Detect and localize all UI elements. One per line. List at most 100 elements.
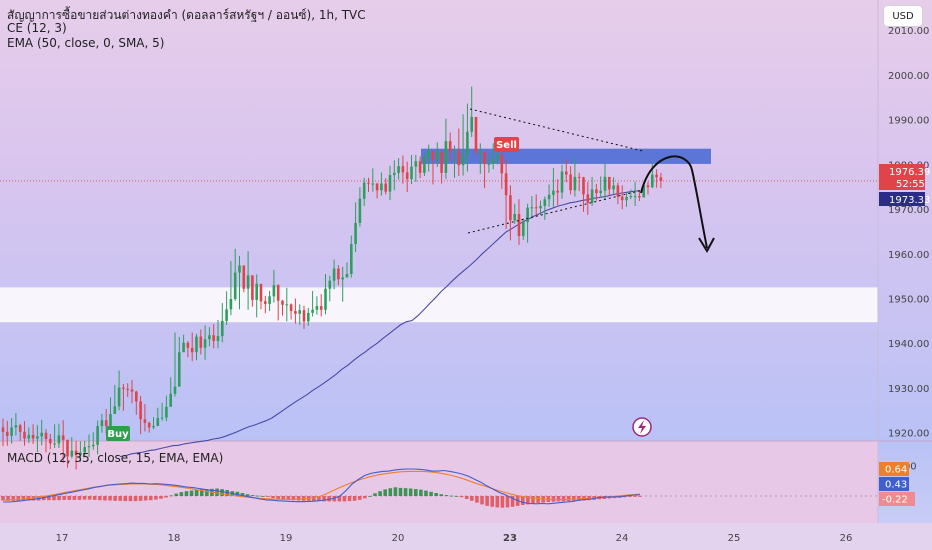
forecast-arrow-head (698, 237, 715, 254)
candle-body (582, 177, 585, 195)
candle-body (620, 196, 624, 201)
candle-body (208, 335, 211, 340)
candle (130, 379, 134, 404)
candle-body (57, 435, 61, 444)
buy-label: Buy (107, 429, 129, 440)
candle-body (354, 222, 357, 244)
candle-body (246, 275, 250, 289)
candle-body (633, 196, 637, 198)
candle-body (332, 268, 336, 281)
macd-histogram-bar (52, 496, 56, 501)
candle (522, 218, 525, 240)
candle (208, 327, 211, 347)
macd-histogram-bar (526, 496, 530, 505)
candle (221, 303, 224, 343)
macd-histogram-bar (352, 496, 357, 501)
candle (14, 413, 18, 436)
macd-histogram-bar (322, 496, 326, 502)
candle (410, 154, 413, 185)
candle (367, 177, 370, 193)
macd-histogram-bar (485, 496, 489, 506)
price-tick-label: 1970.00 (888, 205, 929, 216)
candle (152, 417, 155, 430)
candle-body (61, 435, 65, 440)
macd-histogram-bar (383, 489, 387, 496)
candle (448, 132, 452, 161)
macd-histogram-bar (556, 496, 561, 502)
candle-body (233, 272, 237, 299)
macd-histogram-bar (490, 496, 494, 507)
candle-body (319, 306, 323, 310)
macd-hist-tag (879, 492, 915, 506)
ema-line (119, 190, 641, 458)
candle (345, 262, 349, 278)
macd-histogram-bar (561, 496, 566, 502)
candle (384, 178, 387, 195)
candle-body (457, 151, 461, 166)
time-axis (0, 523, 932, 550)
candle (577, 172, 581, 192)
candle-body (203, 339, 207, 348)
macd-histogram-bar (276, 496, 280, 499)
macd-histogram-bar (327, 496, 331, 502)
macd-histogram-bar (6, 496, 10, 501)
candle-body (384, 183, 387, 192)
currency-button[interactable]: USD (883, 5, 923, 27)
candle (500, 150, 504, 189)
macd-histogram-bar (439, 494, 444, 496)
candle-body (474, 116, 478, 152)
macd-histogram-bar (169, 495, 173, 497)
candle (173, 332, 177, 397)
macd-histogram-bar (403, 488, 408, 496)
candle (216, 320, 220, 349)
candle-body (487, 163, 491, 165)
candle (556, 179, 559, 206)
macd-histogram-bar (103, 496, 107, 501)
macd-histogram-bar (571, 496, 576, 501)
candle (113, 384, 117, 414)
candle (444, 118, 448, 180)
candle-body (298, 310, 301, 314)
candle (513, 203, 516, 224)
candle (182, 334, 185, 353)
macd-histogram-bar (281, 496, 286, 500)
sell-marker (494, 137, 519, 152)
macd-histogram-bar (342, 496, 347, 502)
macd-histogram-bar (179, 492, 184, 496)
candle (178, 337, 181, 387)
candle-body (160, 417, 164, 419)
candle (92, 432, 95, 450)
candle (311, 290, 314, 317)
time-tick-label: 23 (503, 533, 517, 544)
candle-body (393, 172, 396, 176)
candle (307, 307, 310, 326)
candle (453, 145, 456, 178)
candle-body (272, 285, 276, 297)
macd-histogram-bar (92, 496, 97, 500)
candle-body (565, 171, 568, 175)
macd-histogram-bar (424, 490, 428, 496)
candle-body (431, 150, 435, 160)
macd-histogram-bar (495, 496, 500, 508)
candle-body (173, 386, 177, 394)
candle-body (165, 406, 168, 418)
candle-body (646, 185, 650, 188)
candle (496, 151, 499, 165)
macd-histogram-bar (388, 488, 393, 496)
candle-body (259, 283, 263, 302)
price-tick-label: 2000.00 (888, 71, 929, 82)
macd-histogram-bar (454, 496, 459, 497)
candle-body (513, 214, 516, 221)
candle (358, 187, 362, 227)
candle (66, 439, 69, 468)
candle (646, 181, 650, 195)
candle-body (1, 427, 5, 432)
candle-body (552, 190, 555, 195)
macd-histogram-bar (82, 496, 87, 500)
candle-body (479, 151, 482, 153)
candle-body (491, 159, 495, 164)
candle-body (238, 265, 241, 273)
candle-body (14, 425, 18, 428)
macd-histogram-bar (98, 496, 102, 501)
